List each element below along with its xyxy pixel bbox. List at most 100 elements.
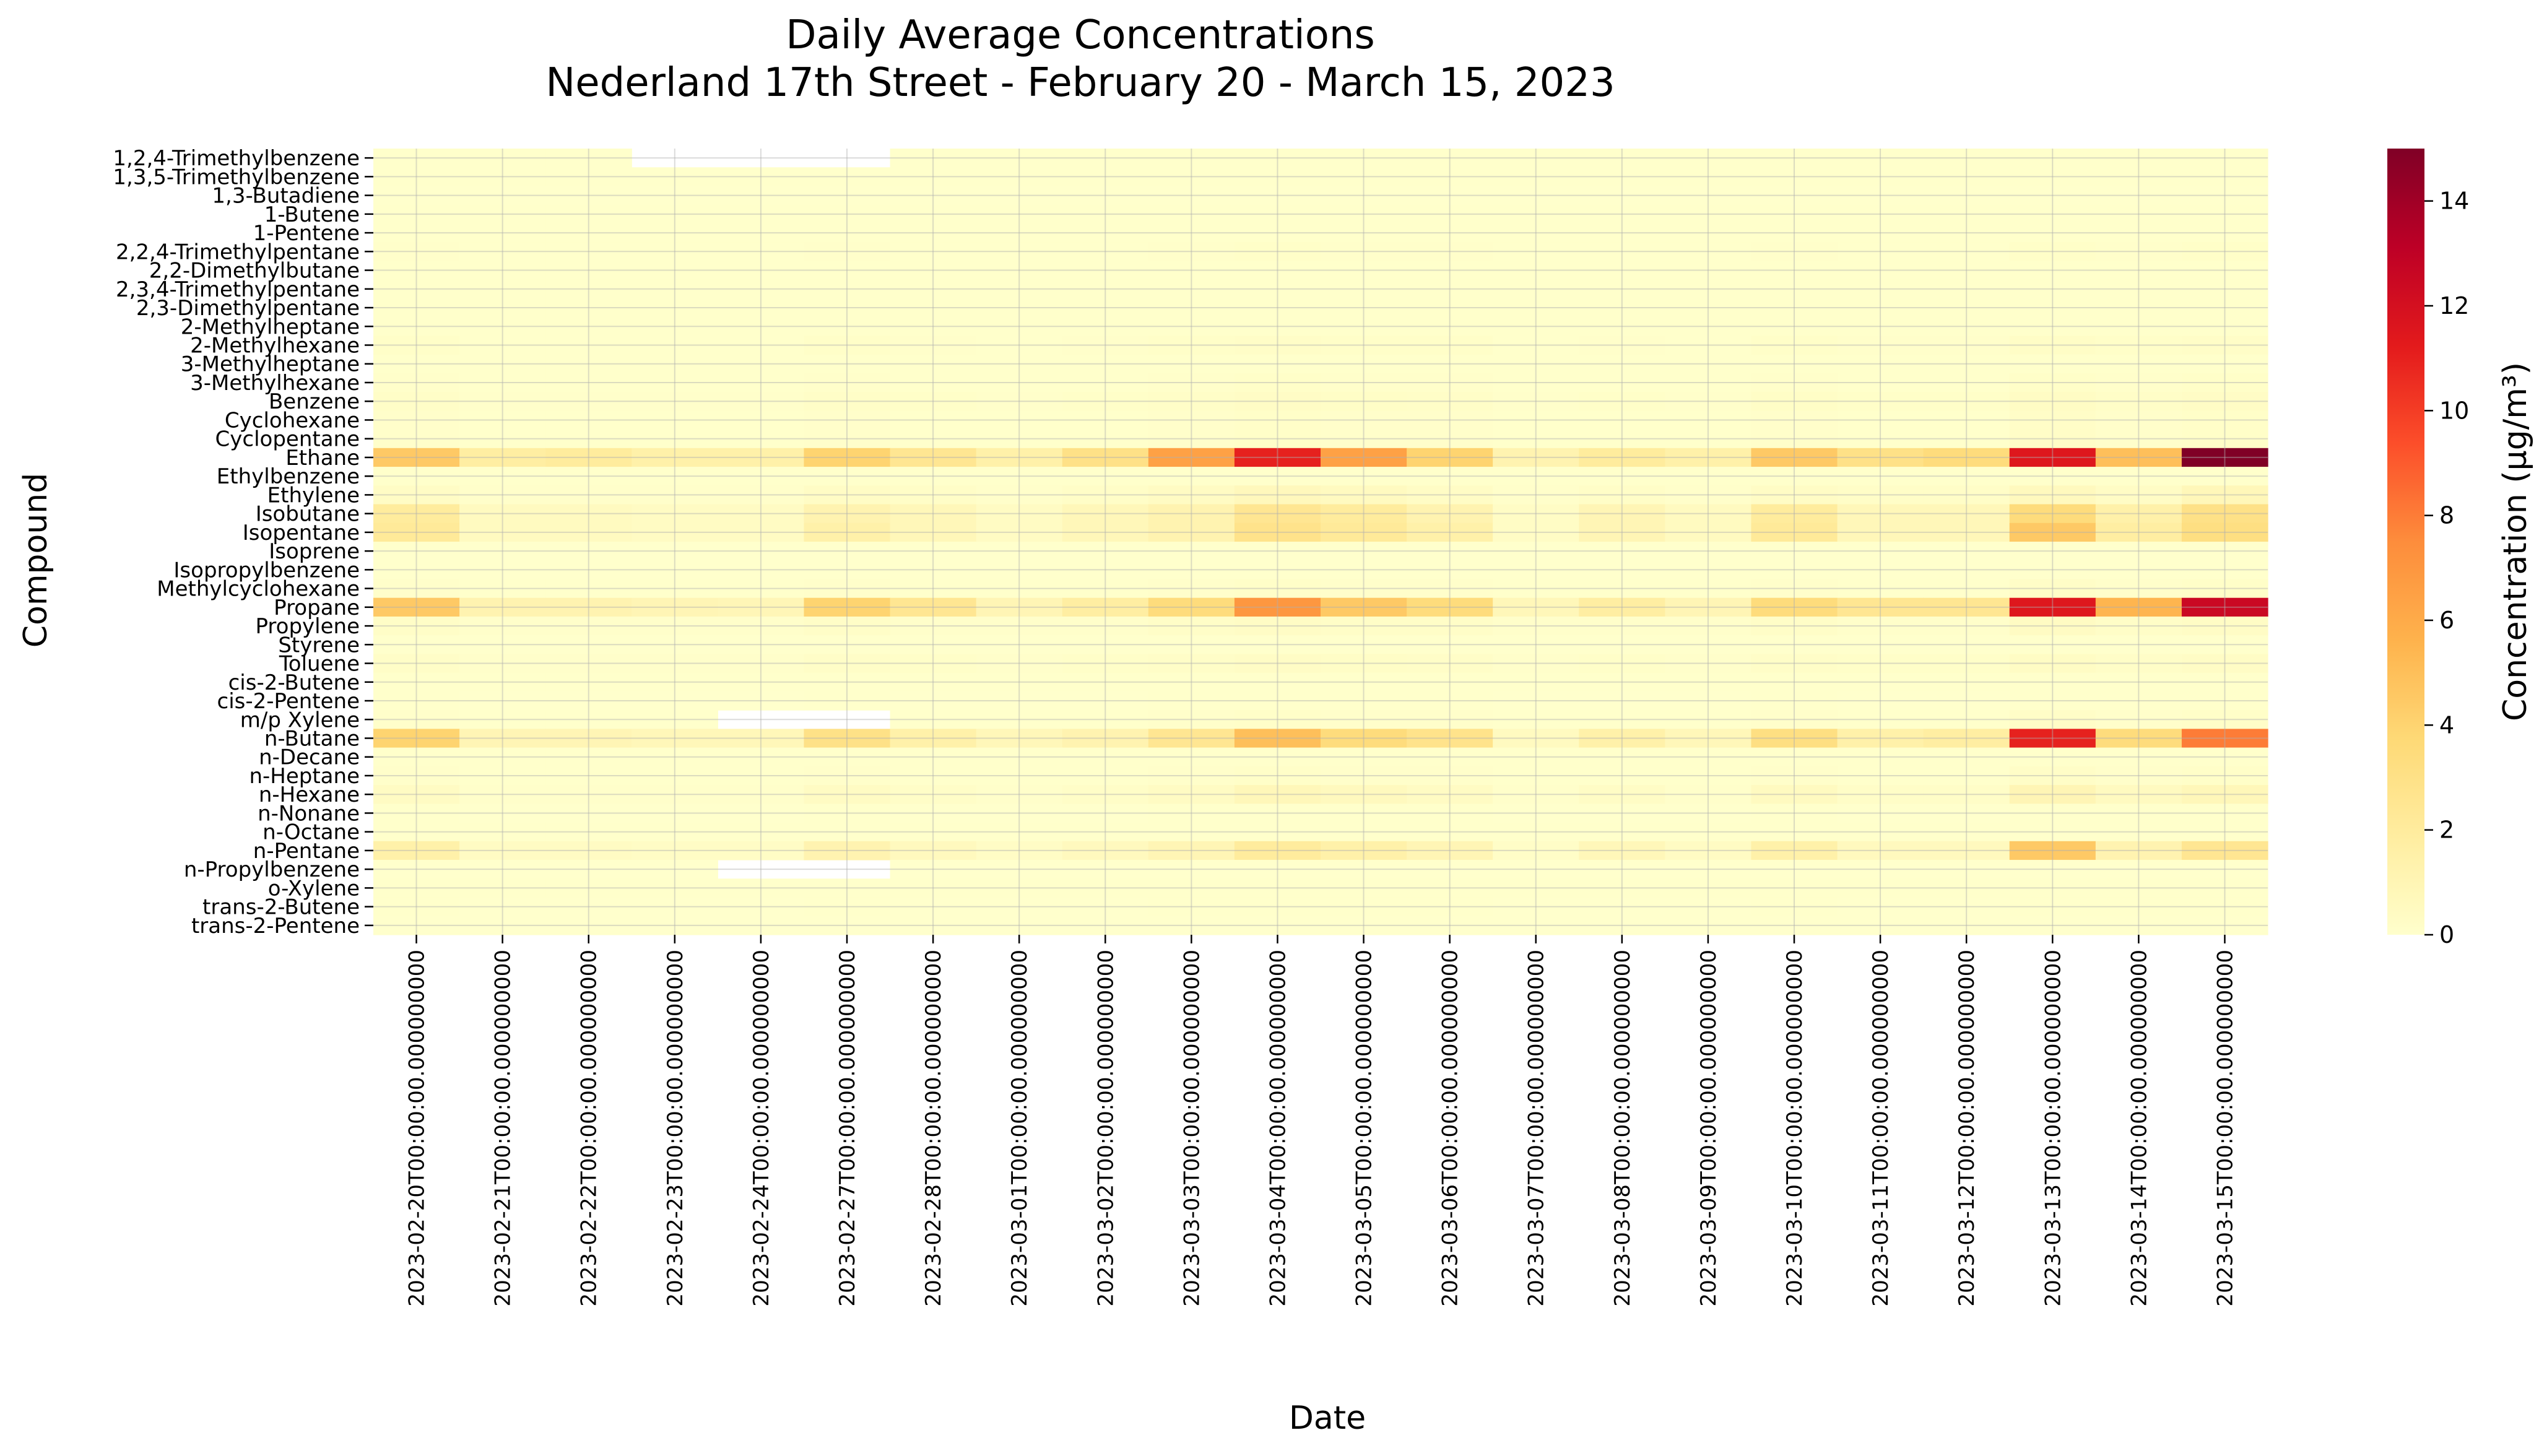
heatmap-cell [2181,804,2268,823]
heatmap-cell [1579,522,1665,542]
heatmap-cell [2181,467,2268,486]
heatmap-cell [890,223,977,243]
heatmap-cell [890,242,977,262]
heatmap-cell [2095,373,2182,392]
heatmap-cell [2095,317,2182,336]
heatmap-cell [2181,672,2268,692]
heatmap-cell [718,298,805,318]
heatmap-grid [373,149,2268,935]
heatmap-cell [1665,878,1752,898]
y-tick-label: 2,3,4-Trimethylpentane [116,277,360,302]
heatmap-cell [1665,766,1752,786]
heatmap-cell [2009,223,2096,243]
heatmap-cell [2181,242,2268,262]
heatmap-cell [1321,317,1407,336]
heatmap-cell [2009,916,2096,935]
heatmap-cell [890,317,977,336]
y-tick-label: n-Nonane [258,801,360,826]
heatmap-cell [1234,336,1321,355]
y-tick-label: 2,2-Dimethylbutane [149,259,360,284]
heatmap-cell [1579,822,1665,842]
heatmap-cell [545,672,632,692]
heatmap-cell [1665,916,1752,935]
heatmap-cell [2095,822,2182,842]
heatmap-cell [2181,766,2268,786]
heatmap-cell [804,522,891,542]
heatmap-cell [1751,785,1838,804]
heatmap-cell [1923,373,2010,392]
heatmap-cell [1407,672,1493,692]
heatmap-cell [1493,597,1579,617]
heatmap-cell [1148,579,1235,599]
x-tick-label: 2023-03-12T00:00:00.000000000 [1955,950,1979,1307]
heatmap-cell [2181,822,2268,842]
heatmap-cell [1407,597,1493,617]
heatmap-cell [1234,654,1321,674]
heatmap-cell [1837,916,1924,935]
heatmap-cell [1407,785,1493,804]
heatmap-cell [804,878,891,898]
heatmap-cell [976,298,1063,318]
heatmap-cell [1579,467,1665,486]
x-tick-label: 2023-02-20T00:00:00.000000000 [405,950,430,1307]
heatmap-cell [1837,635,1924,655]
heatmap-cell [373,242,460,262]
heatmap-cell [1579,149,1665,168]
heatmap-cell [2181,560,2268,580]
heatmap-cell [1923,691,2010,711]
heatmap-cell [2095,560,2182,580]
heatmap-cell [1665,298,1752,318]
heatmap-cell [804,448,891,467]
heatmap-cell [2095,522,2182,542]
heatmap-cell [545,504,632,524]
y-tick-label: Isopentane [243,521,360,545]
heatmap-cell [2095,204,2182,224]
heatmap-cell [1493,298,1579,318]
y-tick-label: Cyclohexane [225,408,360,433]
heatmap-cell [1321,467,1407,486]
heatmap-cell [1923,542,2010,561]
heatmap-cell [1751,542,1838,561]
heatmap-cell [890,691,977,711]
heatmap-cell [1407,504,1493,524]
heatmap-cell [459,354,546,374]
heatmap-cell [976,635,1063,655]
heatmap-cell [1923,597,2010,617]
heatmap-cell [1923,560,2010,580]
heatmap-cell [1579,448,1665,467]
heatmap-cell [718,223,805,243]
heatmap-cell [890,860,977,879]
heatmap-cell [631,841,718,860]
heatmap-cell [1579,336,1665,355]
heatmap-cell [1751,242,1838,262]
heatmap-cell [1923,785,2010,804]
heatmap-cell [459,467,546,486]
heatmap-cell [1148,354,1235,374]
heatmap-cell [2181,448,2268,467]
heatmap-cell [459,242,546,262]
heatmap-cell [631,710,718,729]
heatmap-cell [1062,654,1149,674]
y-tick-label: trans-2-Pentene [191,914,360,938]
heatmap-cell [1234,691,1321,711]
heatmap-cell [1062,317,1149,336]
heatmap-cell [1923,279,2010,299]
heatmap-cell [2095,785,2182,804]
heatmap-cell [1751,410,1838,430]
heatmap-cell [718,616,805,636]
heatmap-cell [459,635,546,655]
heatmap-cell [2181,149,2268,168]
heatmap-cell [1837,597,1924,617]
heatmap-cell [545,691,632,711]
heatmap-cell [1234,186,1321,206]
heatmap-cell [1665,672,1752,692]
heatmap-cell [718,410,805,430]
heatmap-cell [1148,597,1235,617]
heatmap-cell [1234,710,1321,729]
heatmap-cell [1923,317,2010,336]
colorbar-tick-label: 2 [2439,817,2454,844]
heatmap-cell [2009,616,2096,636]
heatmap-cell [1234,167,1321,187]
heatmap-cell [890,261,977,280]
heatmap-cell [1062,467,1149,486]
